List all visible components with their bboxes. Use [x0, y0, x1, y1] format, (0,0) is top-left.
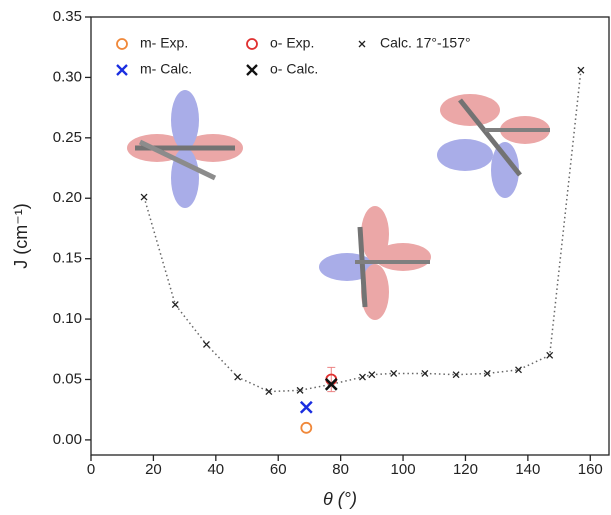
legend-label: m- Calc. [140, 61, 192, 77]
legend-symbol [246, 38, 258, 50]
legend-item: o- Calc. [246, 61, 318, 77]
legend-symbol [116, 64, 128, 76]
x-axis-label: θ (°) [323, 489, 357, 509]
orbital-illustrations [127, 90, 550, 320]
point [452, 371, 460, 379]
legend-label: Calc. 17°-157° [380, 35, 471, 51]
point [296, 386, 304, 394]
y-tick-label: 0.00 [53, 431, 82, 448]
x-tick-label: 100 [391, 461, 416, 478]
legend-item: o- Exp. [246, 35, 314, 51]
x-tick-label: 120 [453, 461, 478, 478]
point [421, 369, 429, 377]
legend-symbol [116, 38, 128, 50]
legend-item: Calc. 17°-157° [358, 35, 471, 51]
x-tick-label: 0 [87, 461, 95, 478]
point [483, 369, 491, 377]
point [202, 340, 210, 348]
point [515, 366, 522, 374]
legend-label: o- Calc. [270, 61, 318, 77]
point [140, 193, 148, 201]
point [546, 351, 554, 359]
point [171, 301, 179, 309]
x-tick-label: 40 [207, 461, 224, 478]
y-tick-label: 0.25 [53, 129, 82, 146]
error-bar [327, 366, 336, 393]
point [234, 373, 242, 381]
point [299, 400, 313, 414]
point [265, 388, 273, 396]
point [368, 371, 376, 379]
x-tick-label: 80 [332, 461, 349, 478]
y-tick-label: 0.05 [53, 370, 82, 387]
point [300, 421, 313, 434]
y-tick-label: 0.35 [53, 8, 82, 25]
y-tick-label: 0.10 [53, 310, 82, 327]
legend-symbol [246, 64, 258, 76]
x-tick-label: 60 [270, 461, 287, 478]
x-tick-label: 160 [578, 461, 603, 478]
x-tick-label: 140 [515, 461, 540, 478]
y-tick-label: 0.30 [53, 68, 82, 85]
plot-frame [90, 16, 610, 456]
legend-label: o- Exp. [270, 35, 314, 51]
y-axis-label: J (cm⁻¹) [11, 203, 31, 268]
legend-label: m- Exp. [140, 35, 188, 51]
point [390, 369, 398, 377]
legend-symbol [358, 40, 366, 48]
point [324, 377, 338, 391]
point [577, 66, 585, 74]
y-tick-label: 0.20 [53, 189, 82, 206]
legend-item: m- Exp. [116, 35, 188, 51]
x-tick-label: 20 [145, 461, 162, 478]
legend-item: m- Calc. [116, 61, 192, 77]
curve [143, 70, 582, 393]
y-tick-label: 0.15 [53, 250, 82, 267]
point [359, 373, 366, 381]
